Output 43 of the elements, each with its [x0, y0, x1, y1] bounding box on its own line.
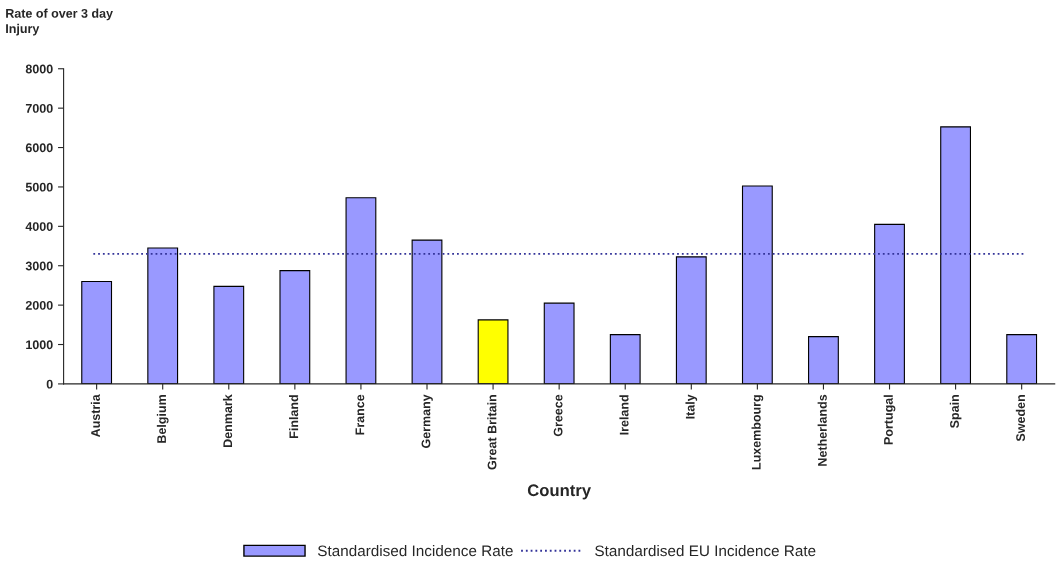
bar	[345, 197, 377, 384]
legend-label: Standardised EU Incidence Rate	[595, 545, 816, 557]
bar	[279, 270, 311, 384]
x-tick-label: Finland	[289, 395, 299, 438]
y-axis-title: Rate of over 3 day Injury	[6, 8, 113, 36]
bar	[874, 223, 905, 384]
x-tick-label: France	[355, 394, 365, 435]
y-tick-label: 8000	[25, 64, 53, 74]
y-tick-label: 2000	[25, 300, 53, 310]
bar	[741, 185, 773, 384]
bar	[81, 280, 113, 384]
y-tick-label: 3000	[25, 261, 53, 271]
y-tick-label: 5000	[25, 182, 53, 192]
bar	[411, 239, 443, 384]
x-tick-label: Luxembourg	[751, 395, 764, 470]
x-tick-label: Germany	[421, 394, 433, 448]
x-tick-label: Greece	[553, 394, 563, 437]
bar	[477, 319, 509, 384]
x-tick-label: Italy	[685, 394, 698, 419]
y-tick-label: 6000	[25, 143, 53, 153]
x-tick-label: Austria	[90, 394, 100, 438]
x-tick-label: Sweden	[1015, 395, 1026, 442]
x-tick-label: Belgium	[156, 395, 169, 443]
x-axis-title: Country	[527, 484, 591, 500]
x-tick-label: Netherlands	[817, 394, 827, 466]
y-tick-label: 0	[46, 379, 53, 389]
x-tick-label: Denmark	[222, 394, 233, 447]
bar	[940, 126, 972, 384]
bar	[1006, 334, 1038, 384]
x-tick-label: Great Britain	[487, 395, 497, 470]
bar	[808, 336, 839, 384]
x-tick-label: Portugal	[883, 395, 896, 445]
bar	[543, 302, 575, 384]
bar	[213, 285, 245, 384]
bar	[609, 334, 641, 384]
bar	[675, 256, 707, 384]
legend-label: Standardised Incidence Rate	[317, 545, 513, 557]
y-tick-label: 7000	[25, 103, 53, 113]
y-tick-label: 1000	[26, 340, 53, 350]
bar	[147, 247, 179, 384]
x-tick-label: Spain	[949, 395, 962, 428]
x-tick-label: Ireland	[619, 395, 629, 435]
y-tick-label: 4000	[25, 222, 53, 231]
